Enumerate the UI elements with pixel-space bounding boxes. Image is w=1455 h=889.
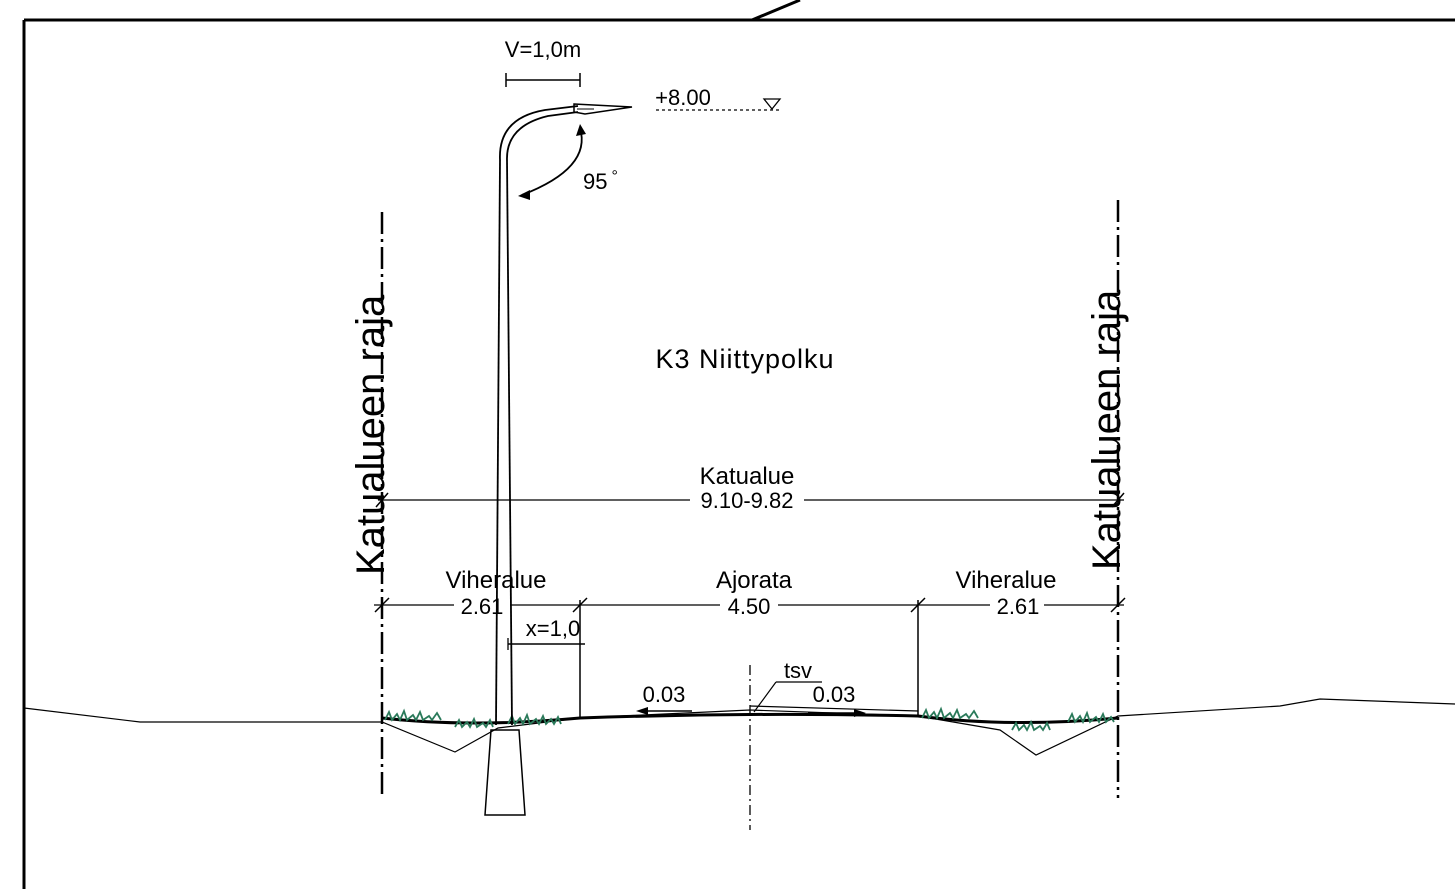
slope-arrow-right xyxy=(808,709,866,717)
section-label-left: Viheralue xyxy=(446,567,547,594)
terrain-line xyxy=(23,698,1455,756)
tilt-angle-arc xyxy=(518,124,586,200)
boundary-label-right: Katualueen raja xyxy=(1085,289,1129,570)
mounting-height-label: +8.00 xyxy=(655,85,711,110)
lamp-offset-label: x=1,0 xyxy=(526,616,580,641)
street-area-label: Katualue xyxy=(700,463,795,490)
page-title: K3 Niittypolku xyxy=(655,344,834,374)
slope-label-left: 0.03 xyxy=(643,682,686,707)
boundary-label-left: Katualueen raja xyxy=(349,294,393,575)
grass-markings xyxy=(384,706,1115,732)
slope-arrow-left xyxy=(636,707,692,715)
tilt-angle-label: 95 ° xyxy=(583,168,618,194)
street-area-width: 9.10-9.82 xyxy=(701,488,794,513)
section-width-right: 2.61 xyxy=(997,594,1040,619)
slope-label-right: 0.03 xyxy=(813,682,856,707)
outreach-dimension xyxy=(505,73,581,87)
section-label-center: Ajorata xyxy=(716,567,793,594)
crown-label: tsv xyxy=(784,658,812,683)
section-label-right: Viheralue xyxy=(956,567,1057,594)
mounting-height-marker xyxy=(656,98,782,111)
street-lamp xyxy=(484,103,633,816)
section-width-center: 4.50 xyxy=(728,594,771,619)
lamp-offset-dimension xyxy=(507,638,585,650)
drawing-frame xyxy=(22,0,1455,889)
outreach-label: V=1,0m xyxy=(505,37,581,62)
crown-leader xyxy=(753,681,822,713)
